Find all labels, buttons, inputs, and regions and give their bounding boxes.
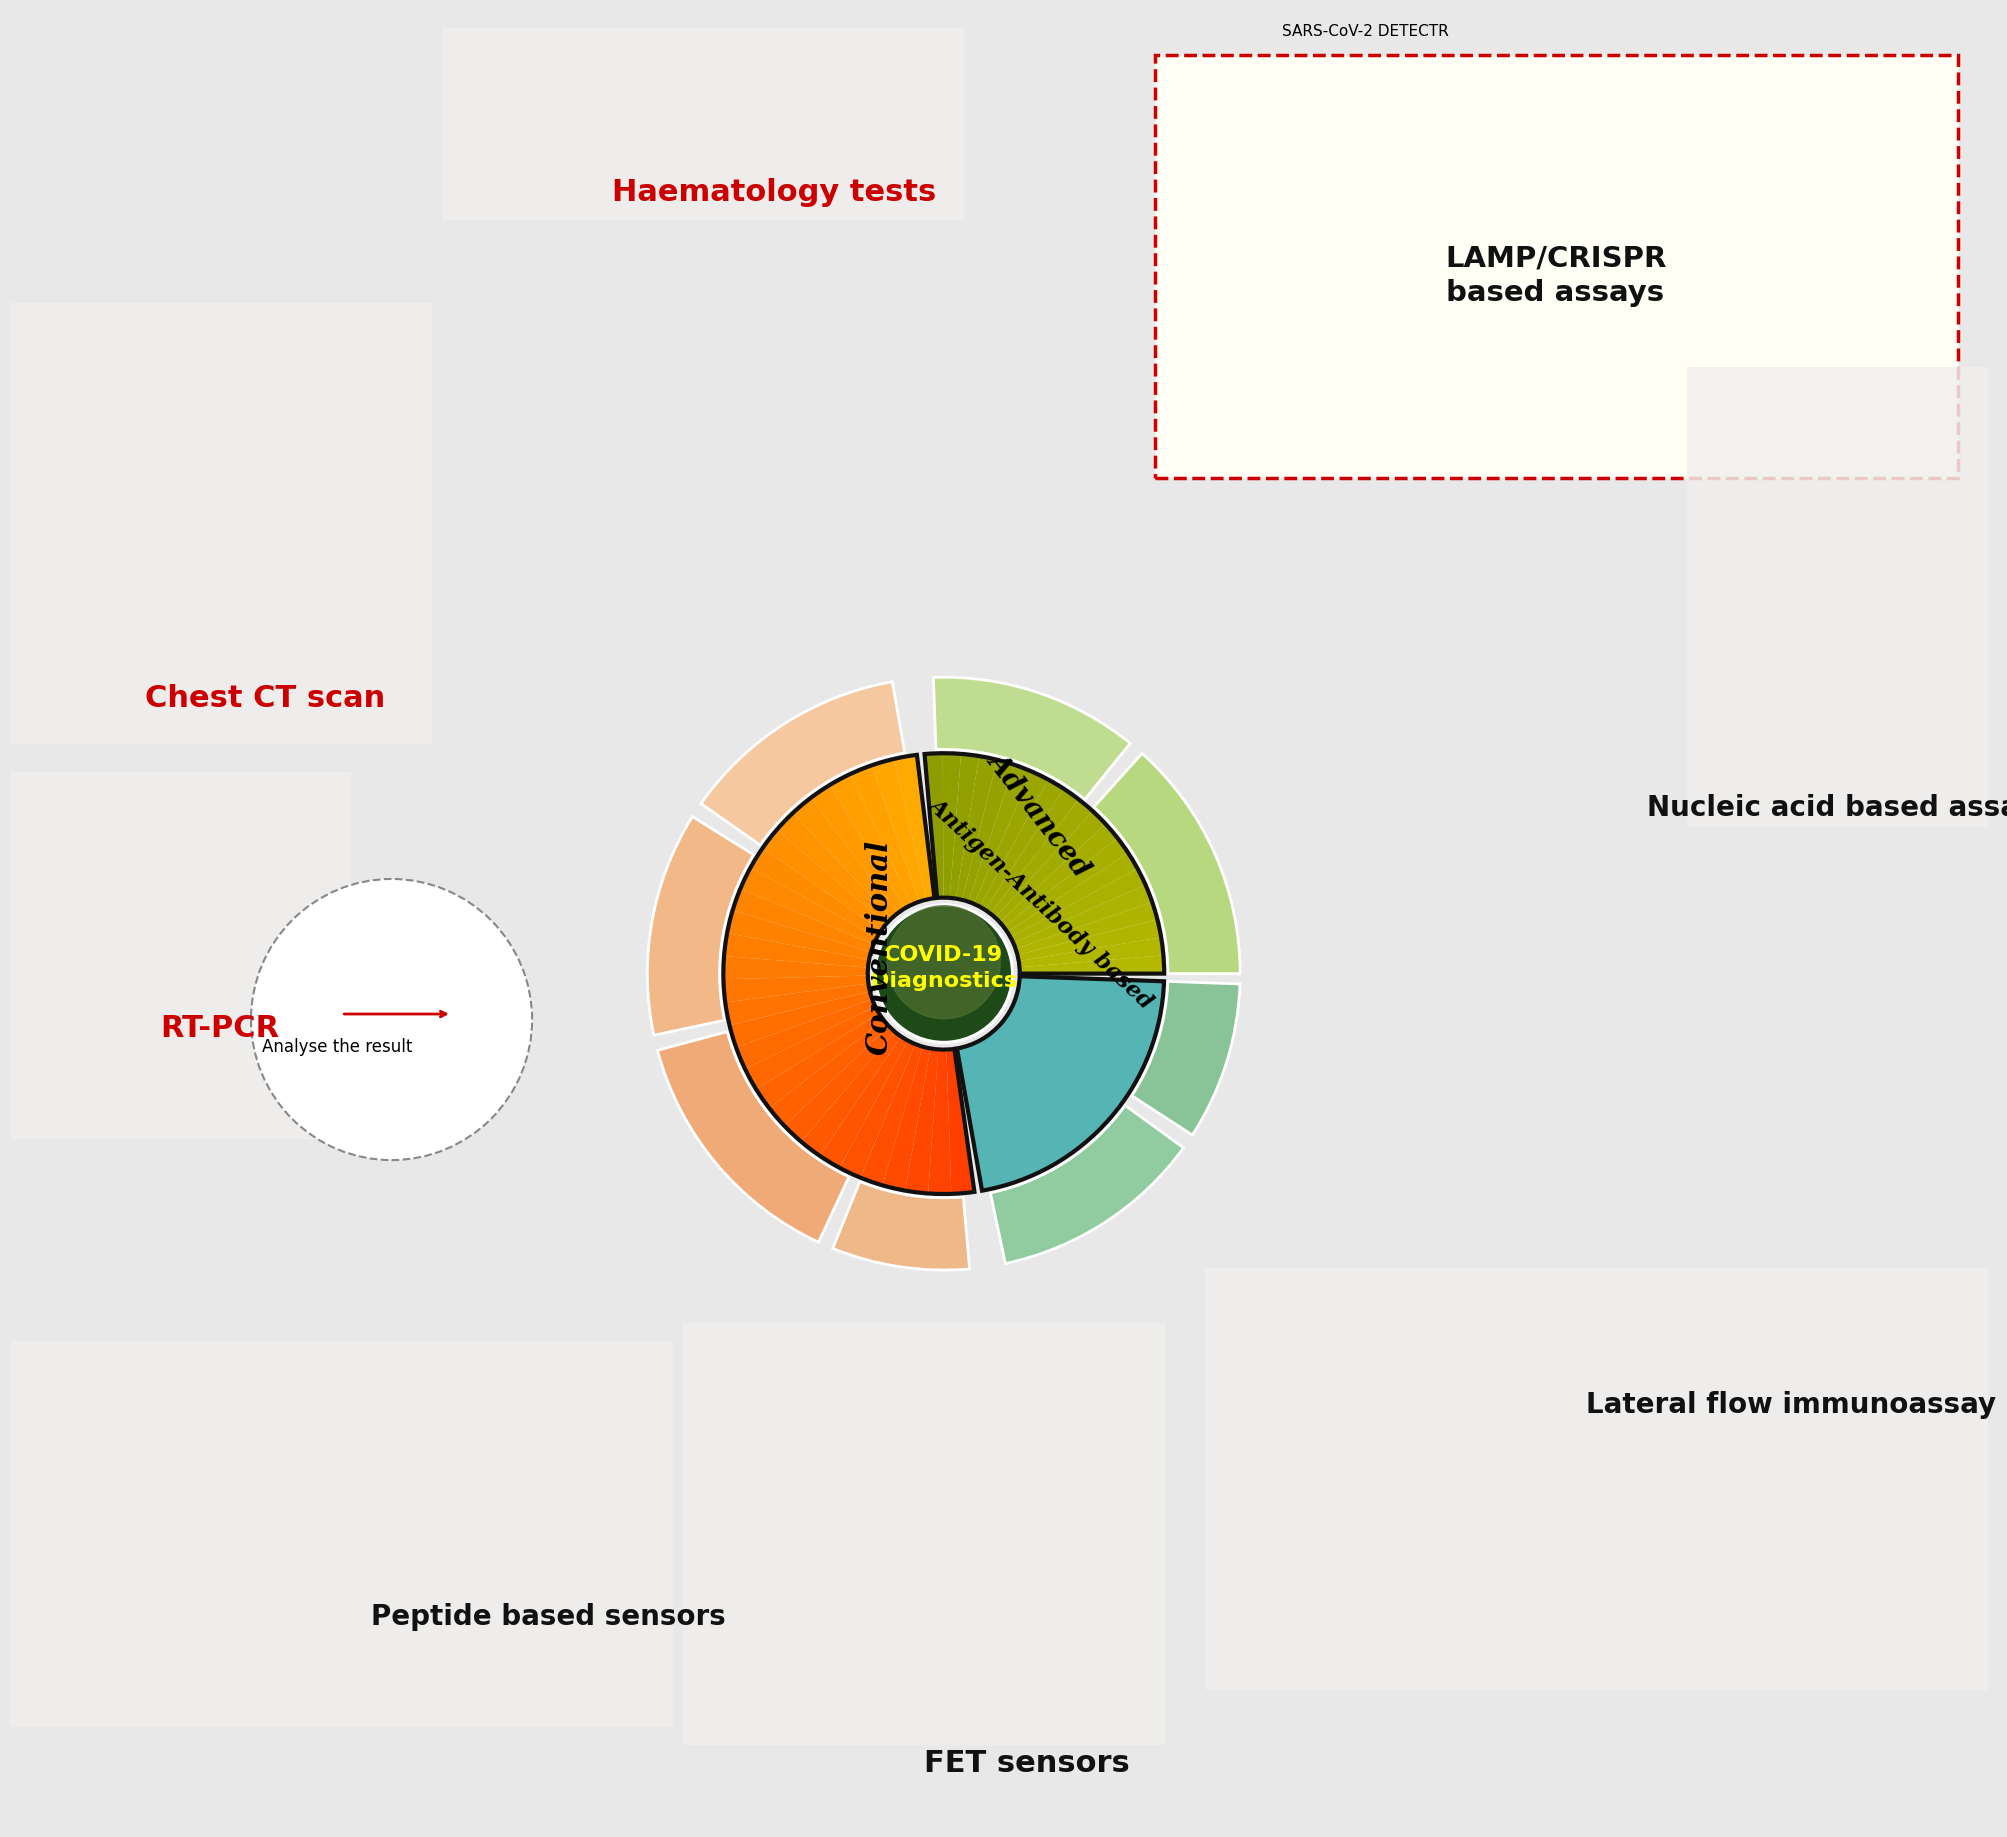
- Wedge shape: [656, 1032, 849, 1242]
- Text: Haematology tests: Haematology tests: [612, 178, 935, 208]
- Wedge shape: [945, 1049, 973, 1194]
- Text: RT-PCR: RT-PCR: [161, 1014, 279, 1043]
- Wedge shape: [829, 773, 911, 909]
- Wedge shape: [995, 812, 1106, 922]
- Wedge shape: [943, 753, 961, 898]
- Wedge shape: [785, 1027, 895, 1143]
- Text: Peptide based sensors: Peptide based sensors: [371, 1602, 727, 1631]
- Wedge shape: [737, 999, 875, 1069]
- Wedge shape: [979, 779, 1064, 909]
- Wedge shape: [745, 1007, 879, 1089]
- Wedge shape: [967, 764, 1032, 904]
- Wedge shape: [700, 682, 905, 845]
- Wedge shape: [1010, 869, 1144, 942]
- Wedge shape: [723, 955, 867, 979]
- Wedge shape: [883, 1047, 929, 1190]
- Wedge shape: [989, 1106, 1182, 1264]
- Wedge shape: [1014, 885, 1152, 950]
- Text: SARS-CoV-2 DETECTR: SARS-CoV-2 DETECTR: [1280, 24, 1449, 39]
- Wedge shape: [769, 1020, 889, 1126]
- FancyBboxPatch shape: [1154, 55, 1957, 478]
- Circle shape: [873, 904, 1014, 1043]
- Wedge shape: [811, 784, 903, 913]
- Wedge shape: [957, 975, 1164, 1190]
- Wedge shape: [801, 1032, 901, 1155]
- Wedge shape: [725, 983, 869, 1025]
- Text: Chest CT scan: Chest CT scan: [145, 683, 385, 713]
- Wedge shape: [989, 799, 1092, 917]
- Wedge shape: [793, 797, 897, 918]
- Wedge shape: [933, 678, 1130, 799]
- Wedge shape: [733, 889, 873, 952]
- Text: Nucleic acid based assays: Nucleic acid based assays: [1646, 794, 2007, 823]
- Wedge shape: [927, 1049, 951, 1194]
- Wedge shape: [819, 1036, 907, 1168]
- Circle shape: [877, 907, 1010, 1040]
- Text: Advanced: Advanced: [981, 748, 1094, 882]
- Wedge shape: [999, 825, 1116, 928]
- FancyBboxPatch shape: [682, 1323, 1164, 1745]
- Wedge shape: [1094, 753, 1240, 974]
- Text: FET sensors: FET sensors: [923, 1749, 1128, 1778]
- Wedge shape: [751, 849, 881, 937]
- Wedge shape: [1020, 955, 1164, 974]
- Text: Conventional: Conventional: [865, 840, 893, 1054]
- Wedge shape: [833, 1181, 969, 1269]
- Circle shape: [251, 878, 532, 1161]
- FancyBboxPatch shape: [1686, 367, 1987, 827]
- FancyBboxPatch shape: [442, 28, 963, 220]
- Text: Antigen-Antibody based: Antigen-Antibody based: [923, 794, 1156, 1014]
- Wedge shape: [763, 830, 885, 930]
- Wedge shape: [973, 772, 1048, 907]
- Wedge shape: [1018, 937, 1162, 968]
- Text: LAMP/CRISPR
based assays: LAMP/CRISPR based assays: [1445, 244, 1666, 307]
- Wedge shape: [723, 975, 867, 1003]
- Wedge shape: [725, 933, 869, 968]
- Wedge shape: [727, 911, 871, 959]
- Wedge shape: [839, 1040, 915, 1178]
- Wedge shape: [961, 761, 1014, 902]
- Wedge shape: [985, 788, 1078, 913]
- FancyBboxPatch shape: [1204, 1268, 1987, 1690]
- Text: Lateral flow immunoassay: Lateral flow immunoassay: [1586, 1391, 1995, 1420]
- Wedge shape: [861, 1043, 921, 1185]
- Wedge shape: [849, 766, 919, 906]
- FancyBboxPatch shape: [10, 772, 351, 1139]
- Wedge shape: [949, 753, 979, 898]
- Wedge shape: [955, 757, 997, 900]
- Wedge shape: [777, 814, 891, 924]
- FancyBboxPatch shape: [10, 303, 432, 744]
- Wedge shape: [923, 753, 943, 898]
- Wedge shape: [646, 816, 753, 1036]
- Wedge shape: [741, 867, 877, 944]
- Wedge shape: [1016, 902, 1156, 955]
- Wedge shape: [893, 755, 933, 900]
- Wedge shape: [905, 1049, 937, 1194]
- FancyBboxPatch shape: [10, 1341, 672, 1727]
- Wedge shape: [729, 992, 871, 1047]
- Wedge shape: [1018, 918, 1160, 961]
- Text: Analyse the result: Analyse the result: [263, 1038, 411, 1056]
- Wedge shape: [1004, 838, 1128, 931]
- Circle shape: [887, 906, 999, 1020]
- Wedge shape: [871, 759, 925, 902]
- Wedge shape: [1132, 981, 1240, 1135]
- Wedge shape: [757, 1014, 883, 1108]
- Text: COVID-19
Diagnostics: COVID-19 Diagnostics: [871, 944, 1016, 992]
- Wedge shape: [1008, 852, 1136, 937]
